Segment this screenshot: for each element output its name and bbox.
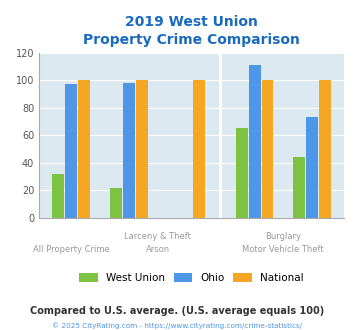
Bar: [123, 83, 135, 218]
Bar: [193, 80, 205, 218]
Bar: [262, 80, 273, 218]
Text: Compared to U.S. average. (U.S. average equals 100): Compared to U.S. average. (U.S. average …: [31, 306, 324, 316]
Bar: [236, 128, 247, 218]
Text: © 2025 CityRating.com - https://www.cityrating.com/crime-statistics/: © 2025 CityRating.com - https://www.city…: [53, 323, 302, 329]
Text: All Property Crime: All Property Crime: [33, 245, 110, 254]
Bar: [53, 174, 64, 218]
Bar: [293, 157, 305, 218]
Text: Burglary: Burglary: [265, 232, 301, 241]
Bar: [248, 65, 261, 218]
Bar: [319, 80, 331, 218]
Text: Arson: Arson: [146, 245, 170, 254]
Bar: [65, 84, 77, 218]
Text: Motor Vehicle Theft: Motor Vehicle Theft: [242, 245, 324, 254]
Text: Larceny & Theft: Larceny & Theft: [124, 232, 191, 241]
Bar: [110, 187, 122, 218]
Legend: West Union, Ohio, National: West Union, Ohio, National: [79, 273, 304, 283]
Bar: [78, 80, 90, 218]
Title: 2019 West Union
Property Crime Comparison: 2019 West Union Property Crime Compariso…: [83, 15, 300, 48]
Bar: [136, 80, 148, 218]
Bar: [306, 117, 318, 218]
